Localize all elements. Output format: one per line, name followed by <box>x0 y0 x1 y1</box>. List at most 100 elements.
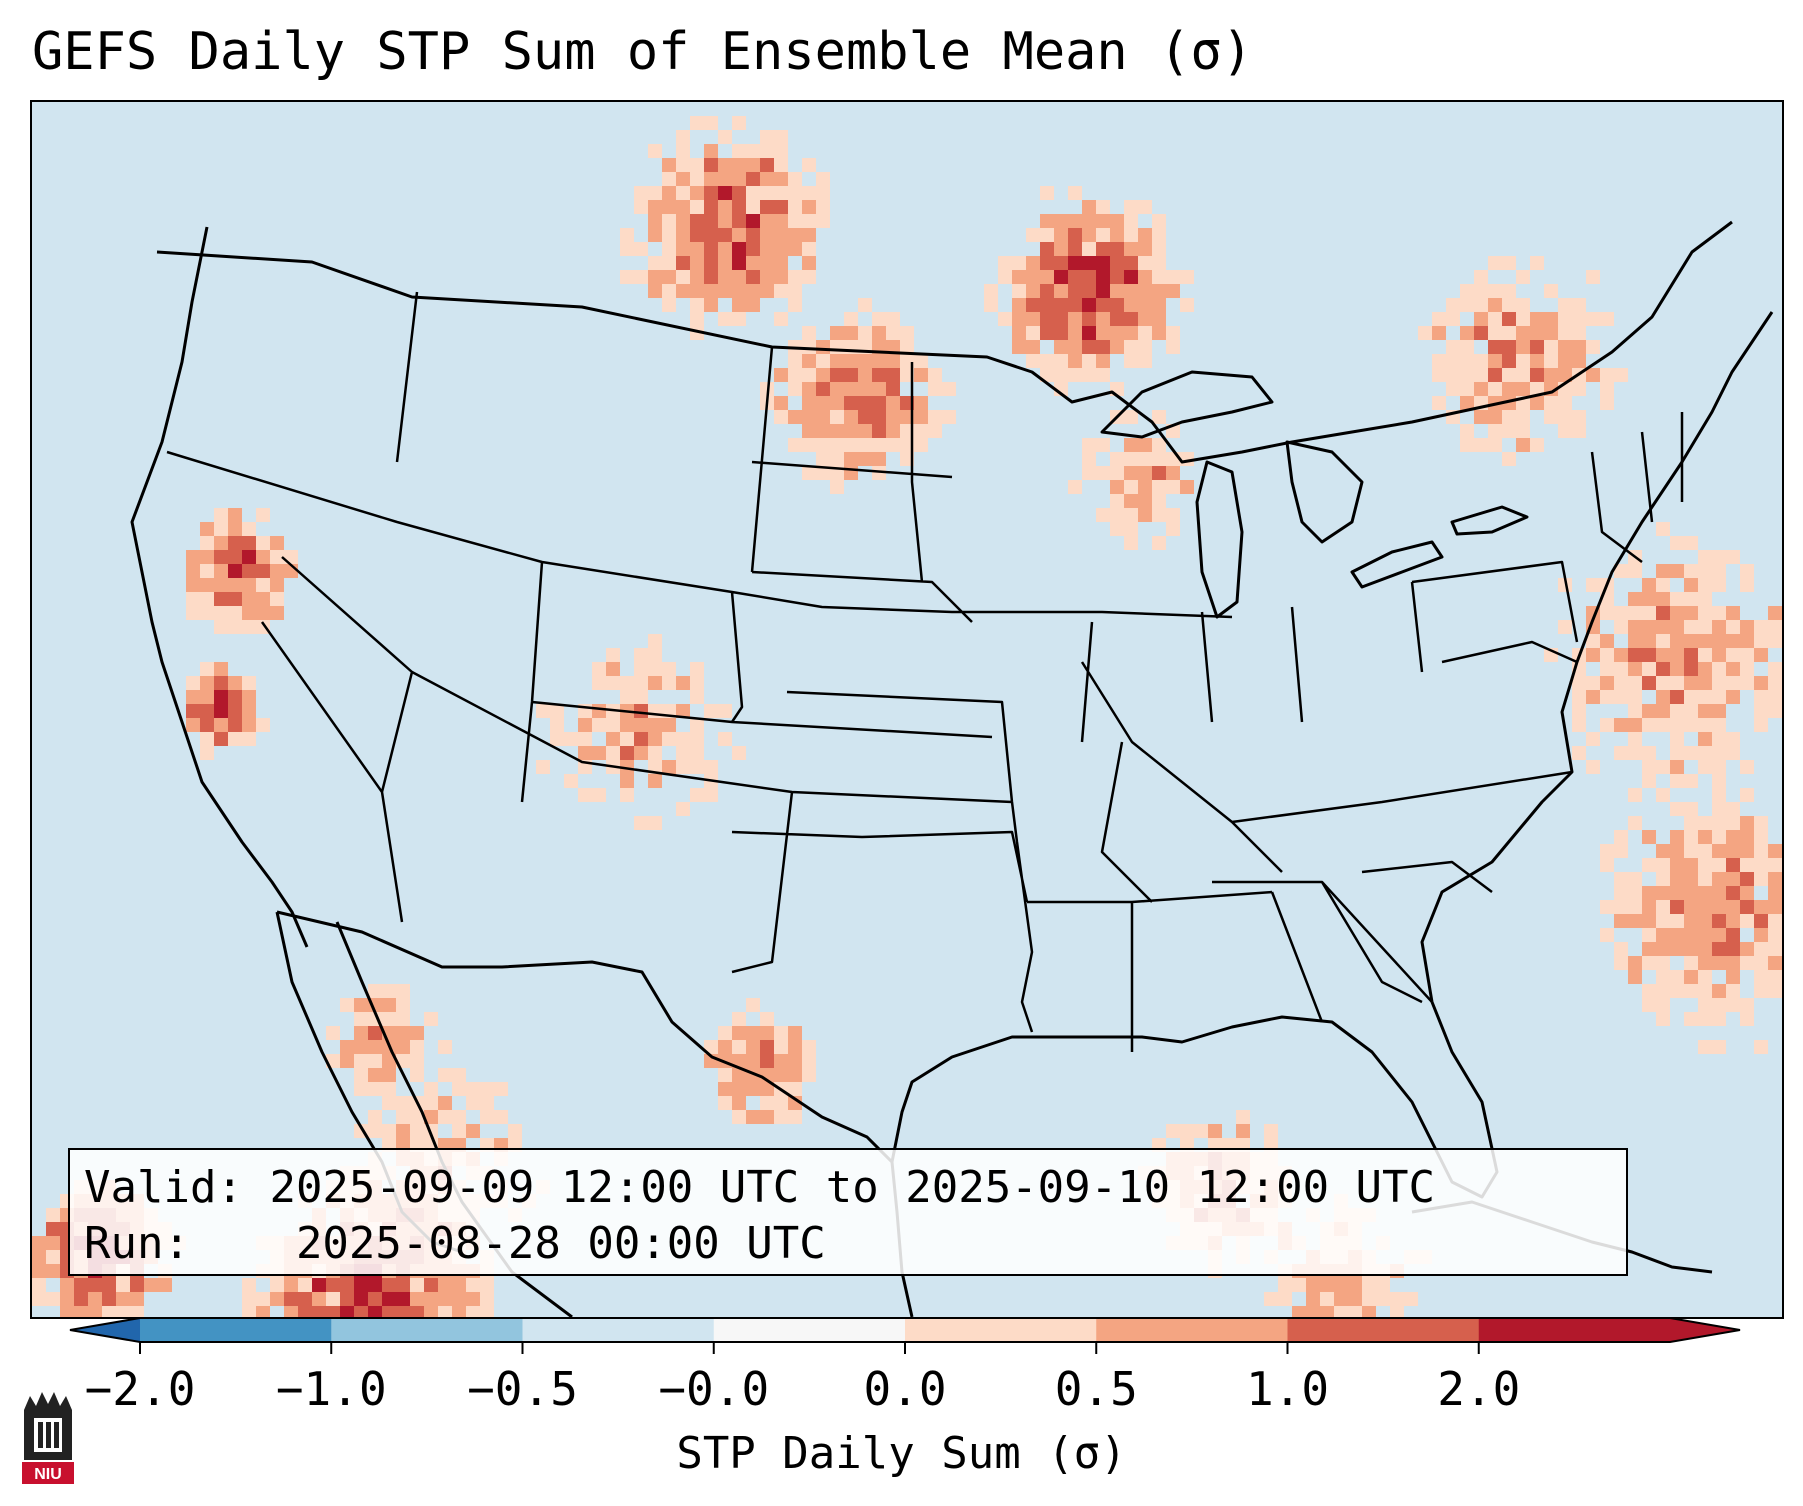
stp-cell <box>1040 326 1054 340</box>
stp-cell <box>1768 928 1782 942</box>
stp-cell <box>662 186 676 200</box>
stp-cell <box>410 1068 424 1082</box>
run-time: 2025-08-28 00:00 UTC <box>295 1218 826 1269</box>
stp-cell <box>1460 396 1474 410</box>
stp-cell <box>886 326 900 340</box>
stp-cell <box>550 704 564 718</box>
stp-cell <box>424 1082 438 1096</box>
stp-cell <box>676 144 690 158</box>
stp-cell <box>676 214 690 228</box>
stp-cell <box>1390 1292 1404 1306</box>
stp-cell <box>718 1082 732 1096</box>
stp-cell <box>242 606 256 620</box>
stp-cell <box>634 662 648 676</box>
lake-huron <box>1285 440 1364 544</box>
stp-cell <box>1558 312 1572 326</box>
stp-cell <box>1516 270 1530 284</box>
stp-cell <box>634 746 648 760</box>
stp-cell <box>1600 648 1614 662</box>
stp-cell <box>256 718 270 732</box>
stp-cell <box>942 410 956 424</box>
stp-cell <box>1712 844 1726 858</box>
stp-cell <box>368 1292 382 1306</box>
stp-cell <box>1712 942 1726 956</box>
stp-cell <box>998 270 1012 284</box>
stp-cell <box>1054 270 1068 284</box>
stp-cell <box>886 396 900 410</box>
stp-cell <box>214 662 228 676</box>
stp-cell <box>578 746 592 760</box>
stp-cell <box>1642 620 1656 634</box>
stp-cell <box>858 424 872 438</box>
stp-cell <box>998 256 1012 270</box>
stp-cell <box>102 1306 116 1317</box>
stp-cell <box>704 284 718 298</box>
stp-cell <box>1572 354 1586 368</box>
stp-cell <box>872 312 886 326</box>
stp-cell <box>382 1054 396 1068</box>
stp-cell <box>1684 648 1698 662</box>
stp-cell <box>1670 634 1684 648</box>
stp-cell <box>1740 844 1754 858</box>
stp-cell <box>1572 312 1586 326</box>
stp-cell <box>340 1278 354 1292</box>
stp-cell <box>704 144 718 158</box>
stp-cell <box>1558 578 1572 592</box>
stp-cell <box>424 1292 438 1306</box>
stp-cell <box>1712 802 1726 816</box>
stp-cell <box>816 396 830 410</box>
stp-cell <box>396 1012 410 1026</box>
colorbar <box>69 1317 1741 1354</box>
stp-cell <box>662 228 676 242</box>
stp-cell <box>368 1026 382 1040</box>
stp-cell <box>760 270 774 284</box>
stp-cell <box>1110 256 1124 270</box>
stp-cell <box>690 718 704 732</box>
stp-cell <box>1684 676 1698 690</box>
stp-cell <box>424 1096 438 1110</box>
stp-cell <box>1600 662 1614 676</box>
stp-cell <box>256 578 270 592</box>
stp-cell <box>816 200 830 214</box>
stp-cell <box>676 732 690 746</box>
stp-cell <box>564 732 578 746</box>
stp-cell <box>1726 844 1740 858</box>
stp-cell <box>1600 844 1614 858</box>
stp-cell <box>802 340 816 354</box>
stp-cell <box>1474 284 1488 298</box>
stp-cell <box>1096 438 1110 452</box>
map-background <box>32 102 1782 1317</box>
stp-cell <box>186 564 200 578</box>
stp-cell <box>662 200 676 214</box>
stp-cell <box>1768 844 1782 858</box>
stp-cell <box>1572 676 1586 690</box>
stp-cell <box>438 1068 452 1082</box>
stp-cell <box>1082 466 1096 480</box>
stp-cell <box>1474 326 1488 340</box>
stp-cell <box>1628 648 1642 662</box>
stp-cell <box>396 1292 410 1306</box>
stp-cell <box>1096 256 1110 270</box>
stp-cell <box>1698 956 1712 970</box>
stp-cell <box>466 1306 480 1317</box>
stp-cell <box>1684 858 1698 872</box>
stp-cell <box>1754 676 1768 690</box>
stp-cell <box>788 438 802 452</box>
stp-cell <box>844 354 858 368</box>
stp-cell <box>1698 928 1712 942</box>
stp-cell <box>1054 256 1068 270</box>
stp-cell <box>900 438 914 452</box>
stp-cell <box>1698 760 1712 774</box>
stp-cell <box>1642 928 1656 942</box>
stp-cell <box>1670 858 1684 872</box>
stp-cell <box>410 1110 424 1124</box>
stp-cell <box>802 200 816 214</box>
stp-cell <box>802 1054 816 1068</box>
stp-cell <box>1698 1012 1712 1026</box>
stp-cell <box>844 410 858 424</box>
stp-cell <box>858 298 872 312</box>
stp-cell <box>200 578 214 592</box>
stp-cell <box>256 536 270 550</box>
stp-cell <box>1656 942 1670 956</box>
stp-cell <box>816 172 830 186</box>
